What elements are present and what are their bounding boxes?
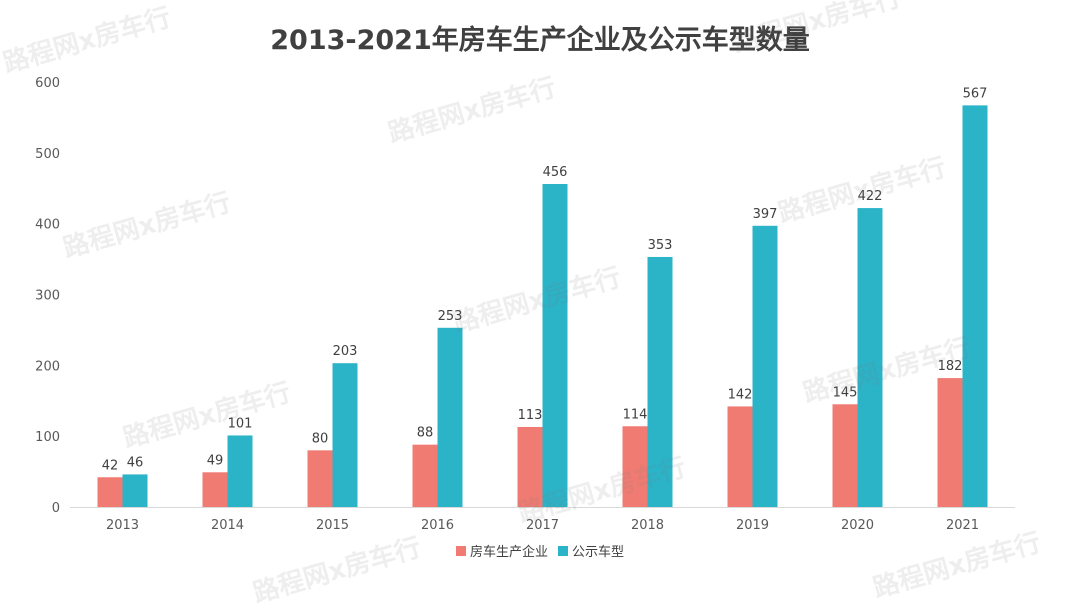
bar-models <box>332 363 358 507</box>
x-tick-label: 2019 <box>736 518 769 533</box>
y-tick-label: 400 <box>35 218 60 233</box>
bar-models <box>542 184 568 507</box>
bar-models <box>122 474 148 507</box>
data-label: 113 <box>518 408 543 423</box>
bar-models <box>962 105 988 507</box>
bar-models <box>227 435 253 507</box>
data-label: 567 <box>963 86 988 101</box>
data-label: 49 <box>207 453 224 468</box>
data-label: 42 <box>102 458 119 473</box>
legend-item-models: 公示车型 <box>558 541 624 560</box>
bar-models <box>752 225 778 507</box>
bar-models <box>647 256 673 507</box>
bar-enterprises <box>832 404 858 507</box>
bar-chart: 0 100 200 300 400 500 600 42 46 2013 49 101 2014 80 20… <box>35 76 1015 533</box>
data-label: 353 <box>648 238 673 253</box>
bar-models <box>437 327 463 507</box>
y-tick-label: 200 <box>35 359 60 374</box>
x-tick-label: 2013 <box>106 518 139 533</box>
data-label: 422 <box>858 189 883 204</box>
bar-enterprises <box>517 426 543 507</box>
y-tick-label: 0 <box>52 501 60 516</box>
bar-enterprises <box>307 450 333 507</box>
data-label: 203 <box>333 344 358 359</box>
legend-swatch-enterprises <box>455 545 466 556</box>
legend-label-enterprises: 房车生产企业 <box>469 545 548 560</box>
legend: 房车生产企业 公示车型 <box>0 541 1080 560</box>
bar-enterprises <box>97 477 123 507</box>
data-label: 101 <box>228 416 253 431</box>
y-tick-label: 300 <box>35 289 60 304</box>
x-tick-label: 2018 <box>631 518 664 533</box>
x-tick-label: 2015 <box>316 518 349 533</box>
bar-enterprises <box>202 472 228 507</box>
data-label: 80 <box>312 431 329 446</box>
data-label: 182 <box>938 359 963 374</box>
x-tick-label: 2017 <box>526 518 559 533</box>
x-tick-label: 2021 <box>946 518 979 533</box>
y-tick-label: 100 <box>35 430 60 445</box>
legend-item-enterprises: 房车生产企业 <box>455 541 548 560</box>
x-tick-label: 2016 <box>421 518 454 533</box>
bar-enterprises <box>937 378 963 507</box>
data-label: 142 <box>728 387 753 402</box>
bar-enterprises <box>727 406 753 507</box>
data-label: 253 <box>438 309 463 324</box>
bar-models <box>857 208 883 508</box>
legend-label-models: 公示车型 <box>572 545 625 560</box>
legend-swatch-models <box>558 545 568 556</box>
y-tick-label: 600 <box>35 76 60 91</box>
data-label: 397 <box>753 207 778 222</box>
bar-enterprises <box>412 444 438 507</box>
data-label: 456 <box>543 165 568 180</box>
y-tick-label: 500 <box>35 147 60 162</box>
x-tick-label: 2014 <box>211 518 244 533</box>
chart-title: 2013-2021年房车生产企业及公示车型数量 <box>270 25 810 56</box>
data-label: 88 <box>417 426 434 441</box>
data-label: 46 <box>127 455 144 470</box>
x-tick-label: 2020 <box>841 518 874 533</box>
data-label: 145 <box>833 385 858 400</box>
bar-enterprises <box>622 426 648 507</box>
data-label: 114 <box>623 407 648 422</box>
